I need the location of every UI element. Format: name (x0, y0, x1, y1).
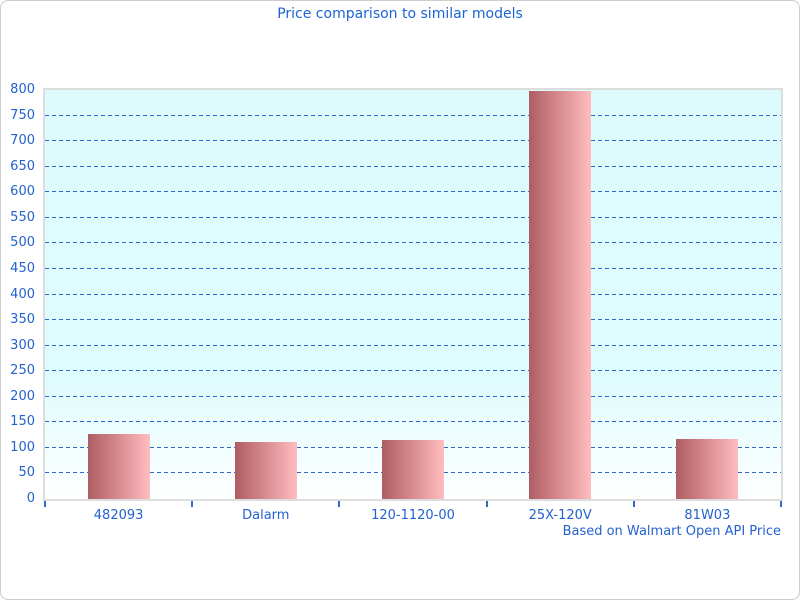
y-axis-label: 650 (10, 158, 35, 174)
gridline (45, 319, 781, 321)
x-axis-tick (338, 501, 341, 507)
y-axis-label: 50 (18, 465, 35, 481)
bar (234, 442, 297, 499)
y-axis-label: 500 (10, 235, 35, 251)
gridline (45, 344, 781, 346)
bar (676, 439, 739, 499)
footer-note: Based on Walmart Open API Price (562, 524, 781, 539)
y-axis-label: 150 (10, 414, 35, 430)
x-axis-label: 120-1120-00 (371, 508, 455, 523)
plot-area (43, 88, 783, 501)
y-axis-label: 350 (10, 312, 35, 328)
gridline (45, 140, 781, 142)
y-axis-label: 300 (10, 337, 35, 353)
y-axis-label: 800 (10, 82, 35, 97)
gridline (45, 242, 781, 244)
bar (87, 434, 150, 499)
y-axis-label: 750 (10, 107, 35, 123)
x-axis-tick (44, 501, 46, 507)
x-axis-label: Dalarm (242, 508, 290, 523)
y-axis-label: 400 (10, 286, 35, 302)
gridline (45, 114, 781, 116)
x-axis-label: 81W03 (684, 508, 731, 523)
y-axis-label: 0 (26, 491, 35, 506)
y-axis-label: 450 (10, 260, 35, 276)
bar (529, 91, 592, 499)
x-axis-tick (780, 501, 782, 507)
gridline (45, 293, 781, 295)
y-axis-label: 250 (10, 363, 35, 379)
x-axis-tick (485, 501, 488, 507)
y-axis-label: 200 (10, 388, 35, 404)
chart-title: Price comparison to similar models (277, 6, 523, 22)
y-axis-label: 100 (10, 439, 35, 455)
gridline (45, 370, 781, 372)
x-axis-label: 25X-120V (528, 508, 592, 523)
x-axis-tick (632, 501, 635, 507)
y-axis-label: 550 (10, 209, 35, 225)
gridline (45, 267, 781, 269)
gridline (45, 395, 781, 397)
gridline (45, 216, 781, 218)
gridline (45, 165, 781, 167)
y-axis-label: 600 (10, 184, 35, 200)
gridline (45, 191, 781, 193)
gridline (45, 421, 781, 423)
y-axis-label: 700 (10, 133, 35, 149)
bar (382, 440, 444, 499)
x-axis-tick (191, 501, 194, 507)
x-axis-label: 482093 (93, 508, 144, 523)
